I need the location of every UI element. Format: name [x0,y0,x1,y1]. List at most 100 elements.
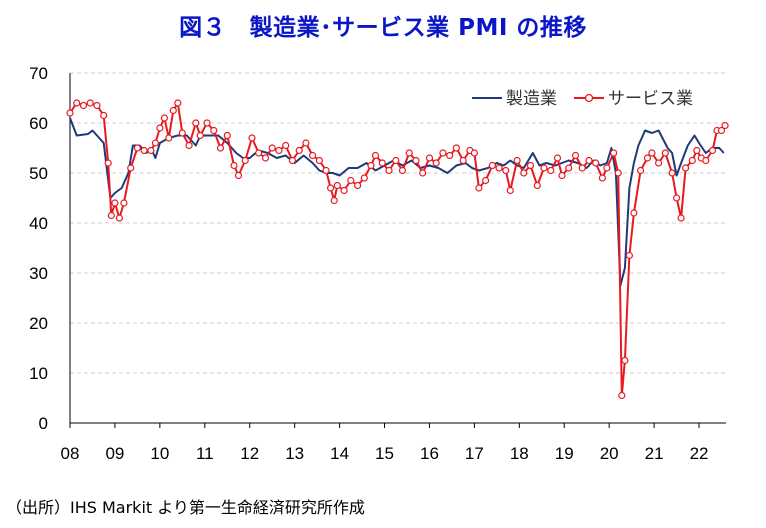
x-tick-label: 12 [240,444,259,463]
data-point [315,156,323,165]
data-point [654,159,663,167]
data-point [470,149,478,157]
y-tick-label: 30 [29,264,48,283]
data-point [558,171,566,180]
x-tick-label: 16 [420,444,439,463]
data-point [79,101,88,110]
data-point [66,109,74,117]
data-point [241,156,249,165]
data-point [385,166,393,175]
data-point [160,114,168,122]
data-point [636,166,645,175]
data-point [405,149,413,157]
data-point [693,146,701,155]
y-tick-label: 0 [39,414,48,433]
data-point [432,159,440,167]
data-point [721,121,729,130]
data-point [446,151,454,160]
x-tick-label: 22 [690,444,709,463]
y-tick-label: 40 [29,214,48,233]
data-point [419,169,427,177]
data-point [140,146,148,155]
data-point [371,151,380,160]
legend-label: サービス業 [608,89,693,109]
data-point [717,126,726,135]
data-point [156,124,164,132]
data-point [302,139,310,147]
data-point [203,119,211,127]
data-point [268,144,276,152]
data-point [196,131,204,140]
data-point [578,164,586,172]
data-point [73,99,81,107]
data-point [133,144,141,152]
data-point [610,149,618,157]
x-tick-label: 17 [465,444,484,463]
data-point [630,209,638,217]
data-point [165,134,173,142]
series-manufacturing [69,117,725,287]
data-point [288,156,296,165]
y-tick-label: 20 [29,314,48,333]
data-point [482,176,490,185]
data-point [625,251,634,260]
data-point [210,126,218,135]
data-point [392,156,400,165]
series-line [69,102,726,397]
data-point [488,161,496,170]
data-point [360,174,368,182]
data-point [621,356,629,365]
data-point [378,159,386,167]
data-point [93,101,101,110]
data-point [425,154,434,162]
data-point [234,171,243,180]
x-tick-label: 11 [196,444,214,463]
y-tick-label: 60 [29,114,48,133]
data-point [295,146,303,155]
series-line [69,117,725,287]
data-point [547,166,555,175]
data-point [585,156,593,165]
data-point [708,146,717,155]
x-tick-label: 20 [600,444,619,463]
data-point [174,99,182,107]
data-point [185,141,193,150]
legend-label: 製造業 [506,89,557,109]
data-point [452,144,460,152]
data-point [248,134,256,142]
x-tick-label: 09 [105,444,124,463]
data-point [333,181,341,190]
data-point [553,154,562,162]
data-point [565,164,573,172]
data-point [100,111,108,120]
data-point [230,161,238,170]
data-point [111,199,119,207]
data-point [340,186,348,195]
data-point [459,156,467,165]
data-point [86,99,94,107]
data-point [475,184,483,192]
data-point [618,391,626,400]
data-point [571,151,580,160]
data-point [322,166,330,175]
data-point [398,166,407,175]
data-point [223,131,231,140]
data-point [495,164,503,172]
data-point [107,211,115,220]
y-tick-label: 50 [29,164,48,183]
data-point [661,149,669,157]
data-point [354,181,362,190]
x-tick-label: 21 [645,444,664,463]
data-point [151,139,159,147]
data-point [439,149,447,157]
data-point [147,146,155,155]
source-note: （出所）IHS Markit より第一生命経済研究所作成 [6,498,365,517]
data-point [261,154,270,162]
series-services [66,99,729,400]
data-point [672,194,681,202]
data-point [120,199,128,207]
data-point [330,196,338,205]
data-point [282,141,290,150]
data-point [688,156,696,165]
data-point [327,184,335,192]
